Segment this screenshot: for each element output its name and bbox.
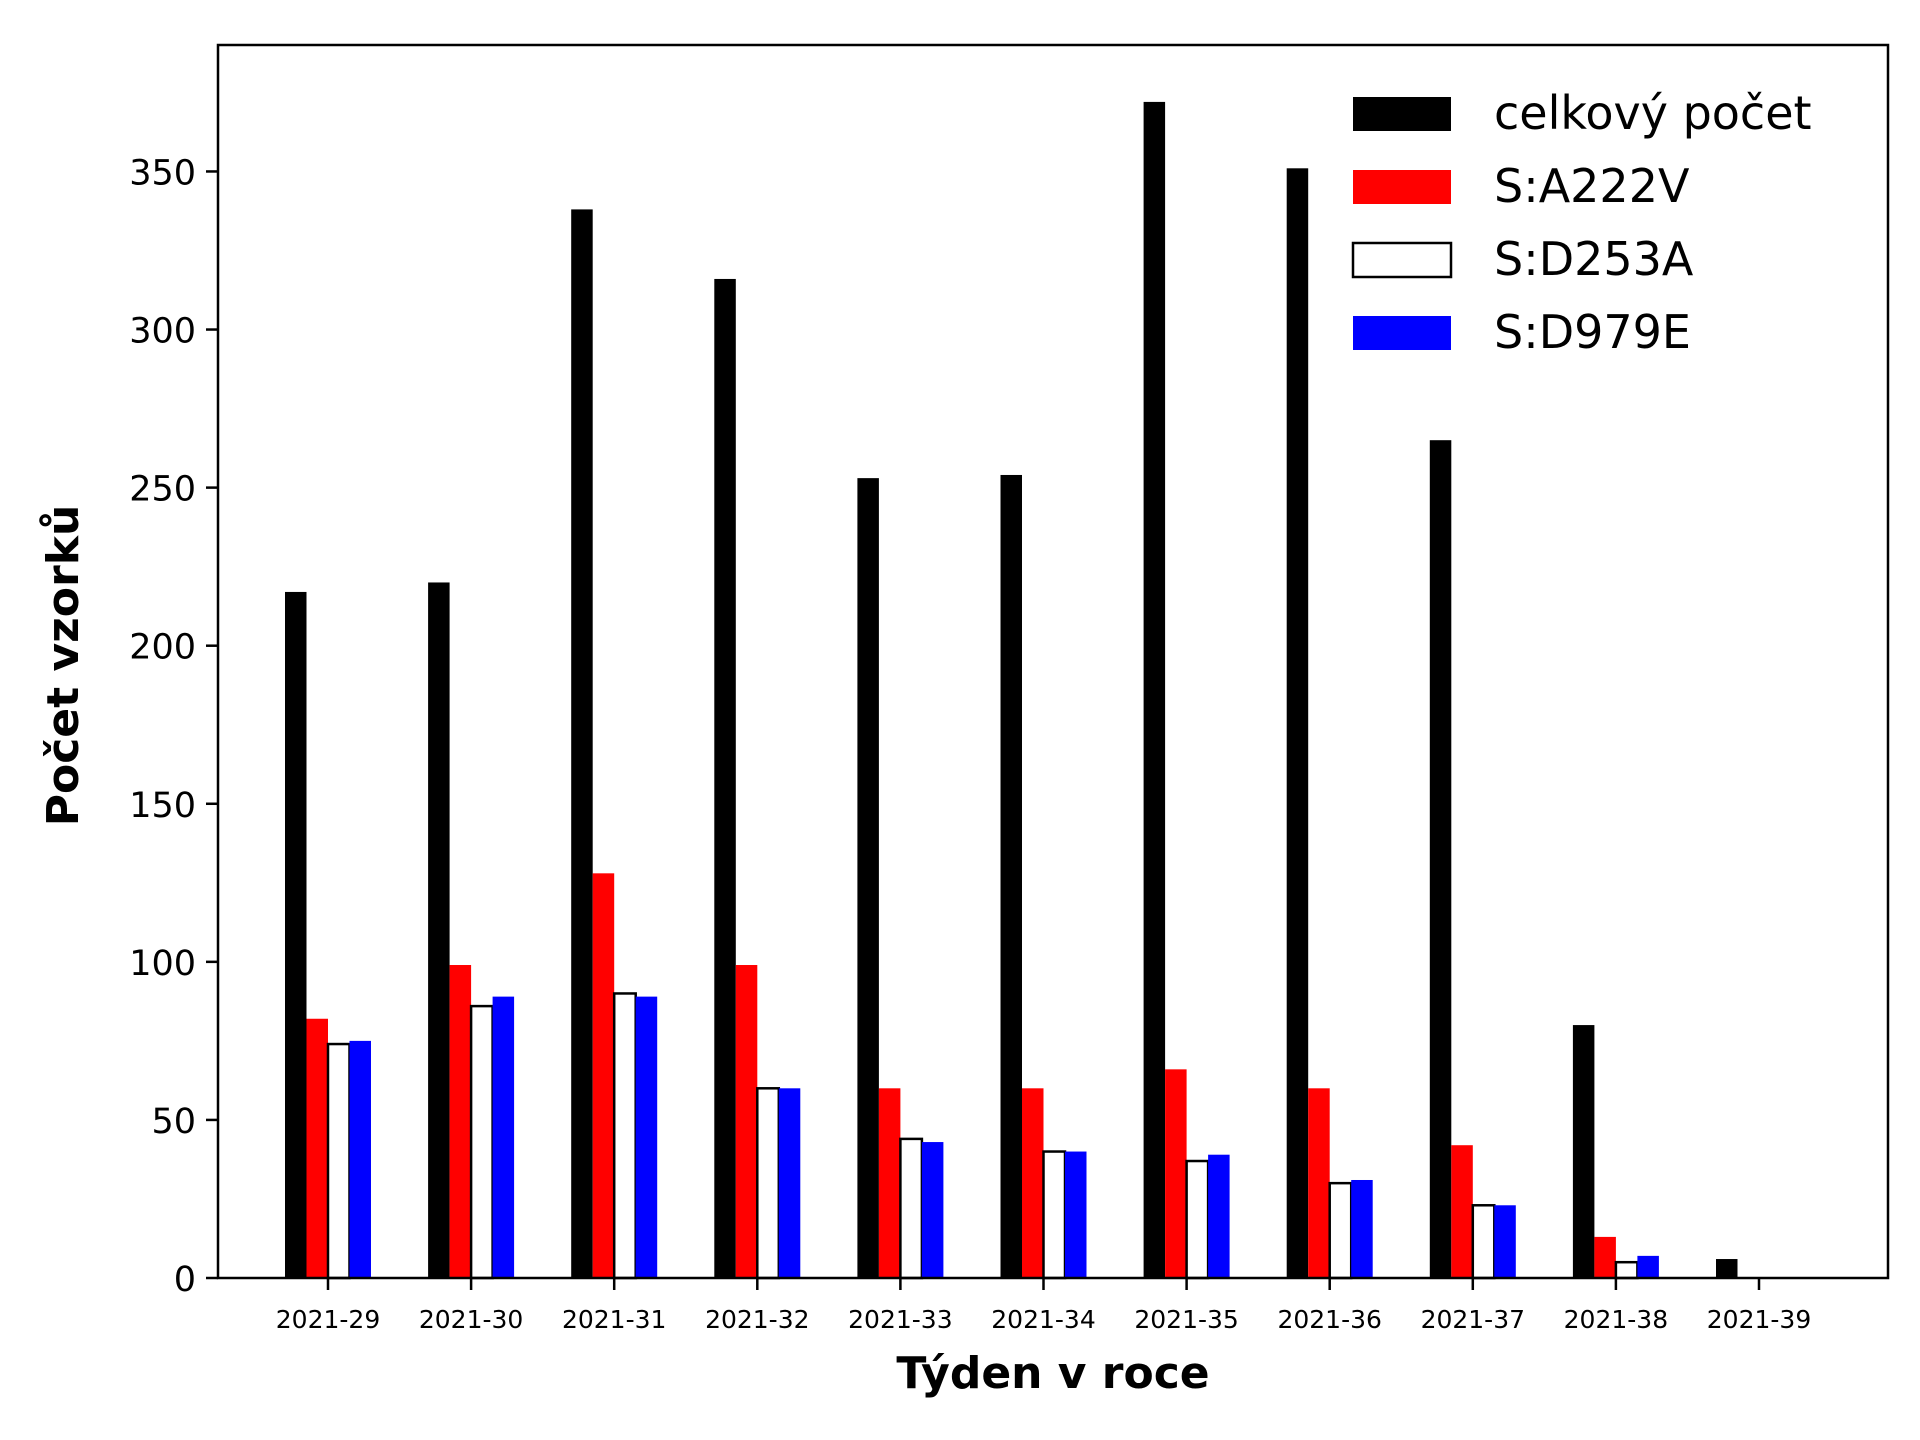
bar-2-2021-35 [1165, 1069, 1187, 1278]
bar-1-2021-35 [1143, 101, 1166, 1278]
bar-1-2021-38 [1572, 1025, 1595, 1278]
legend-swatch [1351, 241, 1453, 279]
bar-3-2021-34 [1042, 1150, 1067, 1280]
bar-3-2021-37 [1471, 1204, 1496, 1280]
x-axis: 2021-29 2021-30 2021-31 2021-32 2021-33 2021-… [276, 1278, 1811, 1334]
bar-3-2021-29 [326, 1042, 351, 1280]
bar-4-2021-38 [1637, 1255, 1659, 1278]
x-tick-label: 2021-35 [1134, 1305, 1238, 1334]
bar-1-2021-29 [285, 591, 307, 1278]
legend-swatch [1353, 97, 1451, 131]
bar-4-2021-33 [921, 1142, 944, 1278]
legend-label: S:D979E [1494, 305, 1691, 359]
bar-3-2021-33 [899, 1137, 924, 1280]
y-tick-label: 200 [129, 628, 196, 668]
bar-1-2021-37 [1429, 440, 1452, 1278]
bar-2-2021-36 [1308, 1088, 1330, 1278]
bar-1-2021-39 [1716, 1259, 1738, 1278]
bar-3-2021-30 [469, 1004, 494, 1280]
bar-4-2021-37 [1494, 1205, 1516, 1278]
plot-area-frame [216, 43, 1890, 1280]
bar-2-2021-37 [1451, 1145, 1473, 1278]
x-tick-label: 2021-36 [1277, 1305, 1381, 1334]
bar-1-2021-36 [1286, 168, 1309, 1278]
bar-2-2021-29 [306, 1018, 328, 1278]
y-axis-title: Počet vzorků [38, 505, 89, 827]
bar-4-2021-36 [1351, 1179, 1373, 1278]
bar-2-2021-34 [1022, 1088, 1044, 1278]
bar-3-2021-36 [1328, 1181, 1353, 1280]
bar-4-2021-34 [1065, 1151, 1087, 1278]
bar-4-2021-31 [635, 996, 658, 1278]
bar-1-2021-31 [571, 209, 593, 1278]
x-tick-label: 2021-38 [1564, 1305, 1668, 1334]
y-tick-label: 300 [129, 312, 196, 352]
x-tick-label: 2021-37 [1421, 1305, 1525, 1334]
x-tick-label: 2021-29 [276, 1305, 380, 1334]
y-tick-label: 100 [129, 944, 196, 984]
legend: celkový počet S:A222V S:D253A S:D979E [1351, 86, 1812, 359]
bar-2-2021-30 [449, 965, 472, 1278]
bar-3-2021-32 [756, 1087, 781, 1280]
bar-4-2021-29 [349, 1040, 371, 1278]
bar-2-2021-32 [735, 965, 758, 1278]
x-tick-label: 2021-34 [991, 1305, 1095, 1334]
x-tick-label: 2021-33 [848, 1305, 952, 1334]
x-tick-label: 2021-30 [419, 1305, 523, 1334]
bar-1-2021-33 [857, 478, 879, 1279]
y-tick-label: 250 [129, 470, 196, 510]
legend-swatch [1353, 316, 1451, 350]
bar-2-2021-33 [878, 1088, 901, 1278]
x-axis-title: Týden v roce [896, 1348, 1209, 1399]
y-tick-label: 0 [174, 1260, 196, 1300]
bar-3-2021-31 [612, 992, 637, 1280]
bar-1-2021-32 [714, 278, 736, 1278]
y-tick-label: 350 [129, 153, 196, 193]
bar-4-2021-32 [778, 1088, 801, 1278]
bar-1-2021-34 [1000, 474, 1022, 1278]
y-tick-label: 50 [151, 1102, 196, 1142]
x-tick-label: 2021-39 [1707, 1305, 1811, 1334]
legend-label: celkový počet [1494, 86, 1812, 140]
bar-2-2021-31 [592, 873, 615, 1278]
bar-4-2021-30 [492, 996, 515, 1278]
bars-layer [285, 101, 1738, 1280]
legend-label: S:D253A [1494, 232, 1694, 286]
bar-1-2021-30 [428, 582, 450, 1278]
bar-2-2021-38 [1594, 1236, 1616, 1278]
bar-4-2021-35 [1208, 1154, 1230, 1278]
bar-3-2021-35 [1185, 1159, 1210, 1280]
x-tick-label: 2021-31 [562, 1305, 666, 1334]
x-tick-label: 2021-32 [705, 1305, 809, 1334]
y-tick-label: 150 [129, 786, 196, 826]
legend-label: S:A222V [1494, 159, 1690, 213]
bar-3-2021-38 [1614, 1260, 1639, 1280]
y-axis: 0 50 100 150 200 250 300 350 [129, 153, 218, 1300]
legend-swatch [1353, 170, 1451, 204]
